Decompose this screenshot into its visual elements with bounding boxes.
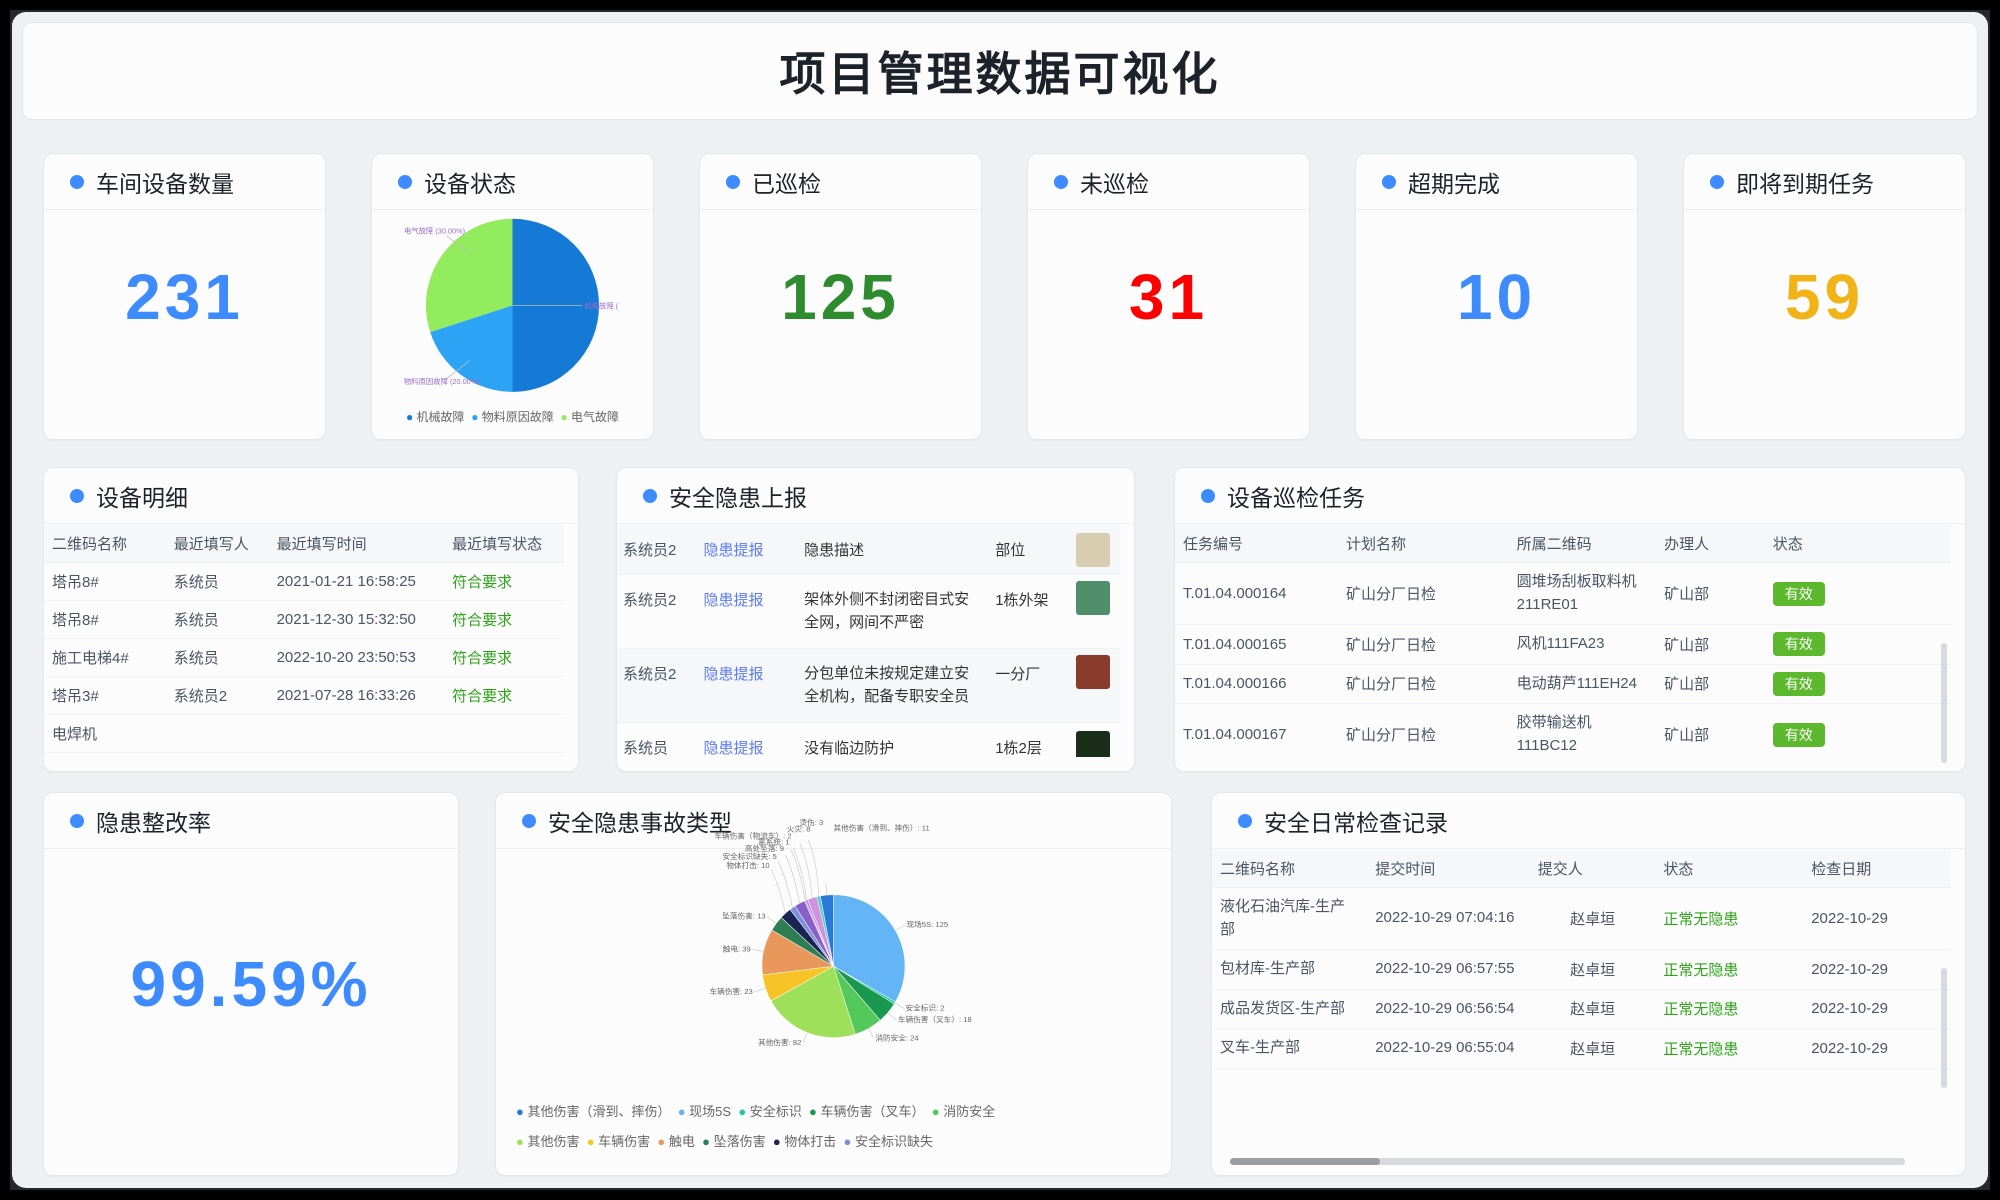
svg-text:物料原因故障 (20.00%): 物料原因故障 (20.00%)	[404, 377, 480, 386]
svg-text:消防安全: 24: 消防安全: 24	[875, 1032, 919, 1042]
svg-text:机械故障 (: 机械故障 (	[584, 301, 618, 310]
svg-text:其他伤害（滑到、摔伤）: 11: 其他伤害（滑到、摔伤）: 11	[834, 822, 930, 832]
svg-text:车辆伤害（物流车）: 2: 车辆伤害（物流车）: 2	[714, 831, 791, 841]
svg-text:现场5S: 125: 现场5S: 125	[907, 920, 949, 929]
svg-text:触电: 39: 触电: 39	[723, 943, 751, 953]
svg-text:车辆伤害（叉车）: 18: 车辆伤害（叉车）: 18	[898, 1014, 972, 1024]
svg-text:坠落伤害: 13: 坠落伤害: 13	[722, 911, 765, 921]
svg-text:车辆伤害: 23: 车辆伤害: 23	[710, 986, 753, 996]
svg-text:电气故障 (30.00%): 电气故障 (30.00%)	[404, 226, 465, 235]
svg-text:安全标识: 2: 安全标识: 2	[906, 1003, 945, 1013]
svg-text:其他伤害: 82: 其他伤害: 82	[758, 1037, 801, 1047]
svg-text:物体打击: 10: 物体打击: 10	[726, 860, 769, 870]
svg-text:烫伤: 3: 烫伤: 3	[800, 817, 824, 827]
